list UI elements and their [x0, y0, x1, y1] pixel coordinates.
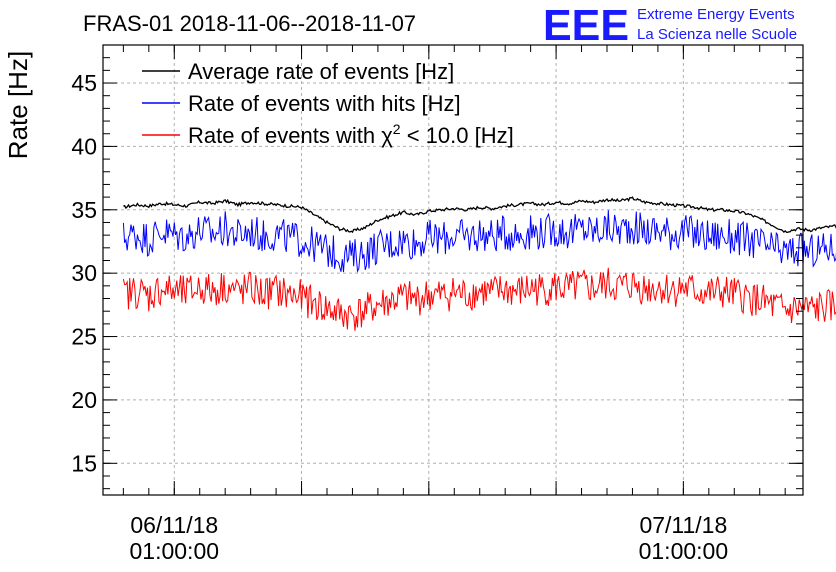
x-tick-label-date: 06/11/18: [130, 512, 218, 538]
y-tick-label: 45: [71, 70, 97, 96]
tick-labels: 1520253035404506/11/1801:00:0007/11/1801…: [71, 70, 728, 564]
axis-ticks: [103, 44, 803, 495]
series-line-0: [123, 196, 836, 234]
y-tick-label: 20: [71, 387, 97, 413]
legend-label-average: Average rate of events [Hz]: [188, 59, 454, 84]
plot-frame: [102, 44, 804, 496]
x-tick-label-time: 01:00:00: [130, 538, 220, 564]
y-tick-label: 25: [71, 324, 97, 350]
logo-mark: EEE: [543, 1, 629, 50]
y-tick-label: 30: [71, 260, 97, 286]
legend: Average rate of events [Hz] Rate of even…: [142, 59, 514, 148]
x-tick-label-date: 07/11/18: [639, 512, 727, 538]
series-lines: [122, 196, 836, 331]
logo-line-1: Extreme Energy Events: [637, 6, 795, 23]
y-tick-label: 15: [71, 450, 97, 476]
series-line-2: [122, 267, 836, 331]
series-line-1: [122, 210, 836, 274]
y-tick-label: 35: [71, 197, 97, 223]
grid: [103, 45, 803, 495]
legend-label-hits: Rate of events with hits [Hz]: [188, 91, 461, 116]
logo-line-2: La Scienza nelle Scuole: [637, 26, 797, 43]
legend-label-chi2: Rate of events with χ2 < 10.0 [Hz]: [188, 121, 514, 148]
x-tick-label-time: 01:00:00: [639, 538, 729, 564]
chart-title: FRAS-01 2018-11-06--2018-11-07: [83, 11, 416, 36]
eee-logo: EEE Extreme Energy Events La Scienza nel…: [543, 1, 797, 50]
y-tick-label: 40: [71, 133, 97, 159]
y-axis-label: Rate [Hz]: [3, 51, 33, 159]
